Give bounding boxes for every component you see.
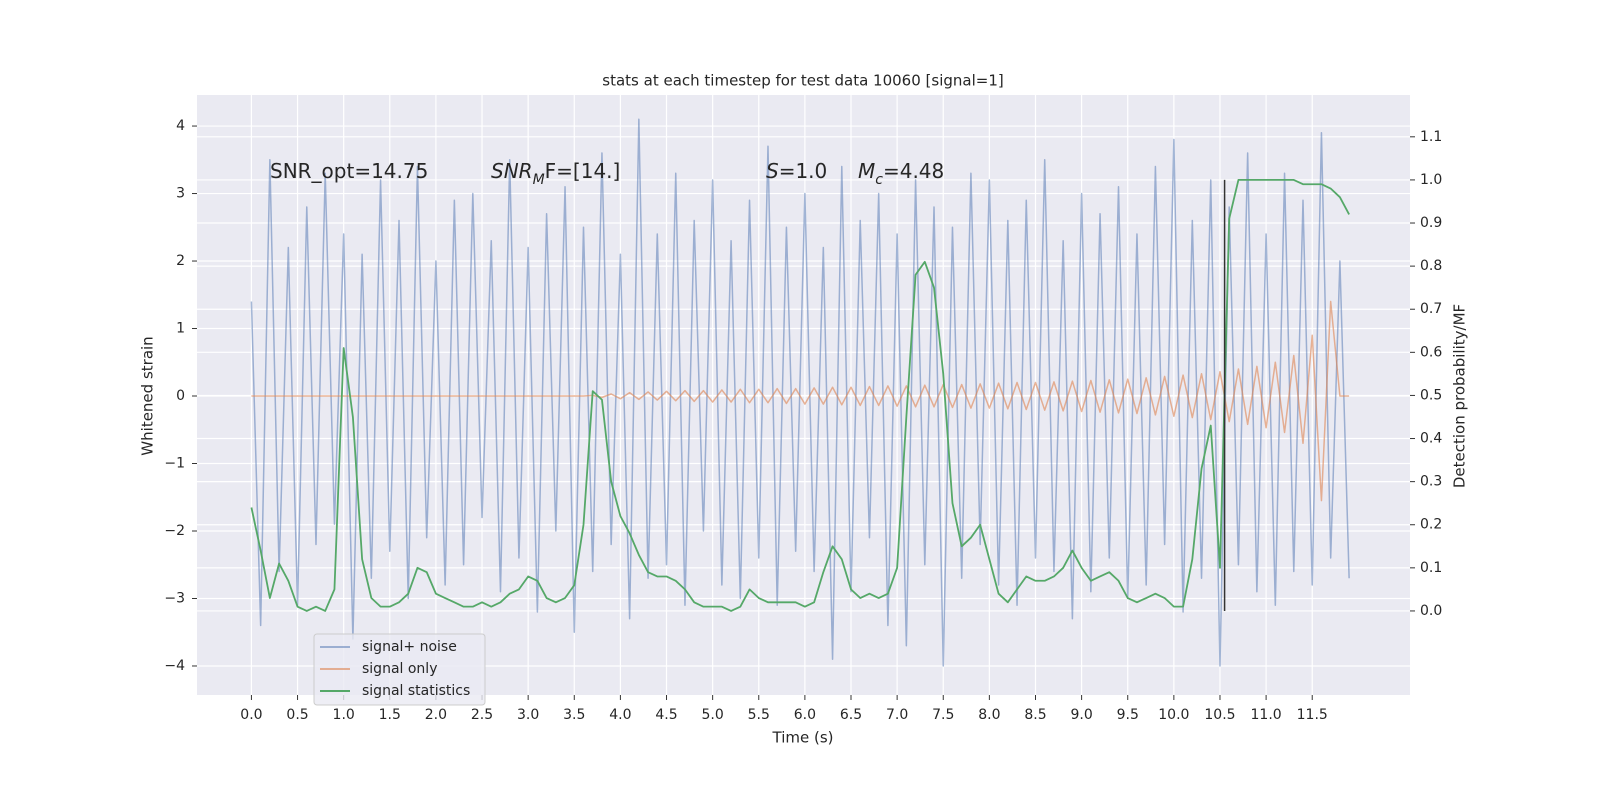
x-tick-label: 6.0	[794, 707, 816, 723]
y2-tick-label: 0.0	[1420, 603, 1442, 619]
x-axis-label: Time (s)	[772, 729, 834, 747]
y2-tick-label: 0.7	[1420, 301, 1442, 317]
y-tick-label: 1	[176, 321, 185, 337]
x-tick-label: 9.0	[1070, 707, 1092, 723]
y-tick-label: −1	[164, 456, 185, 472]
annotation-part: c	[875, 172, 883, 188]
x-tick-label: 10.0	[1158, 707, 1189, 723]
y-tick-label: 2	[176, 253, 185, 269]
annotation-part: S	[766, 159, 779, 183]
x-tick-label: 6.5	[840, 707, 862, 723]
series-line	[250, 179, 1350, 612]
annotation-part: =4.48	[883, 159, 944, 183]
annotation: Mc=4.48	[858, 159, 944, 189]
x-tick-label: 7.5	[932, 707, 954, 723]
annotation-part: M	[533, 172, 545, 188]
x-tick-label: 5.0	[702, 707, 724, 723]
y2-tick-label: 0.3	[1420, 474, 1442, 490]
x-tick-label: 11.0	[1251, 707, 1282, 723]
y-tick-label: −4	[164, 658, 185, 674]
y-tick-label: 4	[176, 118, 185, 134]
y2-tick-label: 1.1	[1420, 129, 1442, 145]
chart-title: stats at each timestep for test data 100…	[602, 72, 1003, 90]
y2-tick-label: 1.0	[1420, 172, 1442, 188]
annotation-part: =1.0	[779, 159, 828, 183]
x-tick-label: 10.5	[1204, 707, 1235, 723]
y2-tick-label: 0.6	[1420, 344, 1442, 360]
legend: signal+ noise signal only signal statistic…	[313, 633, 486, 706]
x-tick-label: 0.0	[240, 707, 262, 723]
y-axis-label: Whitened strain	[139, 336, 157, 455]
x-tick-label: 2.5	[471, 707, 493, 723]
y2-tick-label: 0.9	[1420, 215, 1442, 231]
x-tick-label: 9.5	[1117, 707, 1139, 723]
annotation: SNRMF=[14.]	[491, 159, 620, 189]
y-tick-label: 3	[176, 186, 185, 202]
series-line	[251, 300, 1350, 502]
x-tick-label: 11.5	[1297, 707, 1328, 723]
legend-box	[313, 633, 486, 706]
legend-label: signal statistics	[362, 683, 470, 699]
x-tick-label: 8.0	[978, 707, 1000, 723]
x-tick-label: 2.0	[425, 707, 447, 723]
x-tick-label: 4.0	[609, 707, 631, 723]
legend-label: signal+ noise	[362, 639, 457, 655]
y2-axis-label: Detection probability/MF	[1451, 304, 1469, 488]
annotation: SNR_opt=14.75	[270, 159, 428, 183]
series-line	[250, 118, 1350, 667]
x-tick-label: 0.5	[286, 707, 308, 723]
legend-label: signal only	[362, 661, 437, 677]
y2-tick-label: 0.5	[1420, 387, 1442, 403]
x-tick-label: 7.0	[886, 707, 908, 723]
x-tick-label: 3.0	[517, 707, 539, 723]
y2-tick-label: 0.8	[1420, 258, 1442, 274]
y-tick-label: −3	[164, 590, 185, 606]
annotation: S=1.0	[766, 159, 827, 183]
annotation-part: SNR_opt=14.75	[270, 159, 428, 183]
x-tick-label: 1.5	[379, 707, 401, 723]
y2-tick-label: 0.4	[1420, 431, 1442, 447]
x-tick-label: 3.5	[563, 707, 585, 723]
x-tick-label: 5.5	[748, 707, 770, 723]
x-tick-label: 8.5	[1024, 707, 1046, 723]
y-tick-label: 0	[176, 388, 185, 404]
y-tick-label: −2	[164, 523, 185, 539]
y2-tick-label: 0.2	[1420, 517, 1442, 533]
annotation-part: SNR	[491, 159, 533, 183]
annotation-part: F=[14.]	[545, 159, 621, 183]
x-tick-label: 4.5	[655, 707, 677, 723]
y2-tick-label: 0.1	[1420, 560, 1442, 576]
x-tick-label: 1.0	[333, 707, 355, 723]
annotation-part: M	[858, 159, 875, 183]
